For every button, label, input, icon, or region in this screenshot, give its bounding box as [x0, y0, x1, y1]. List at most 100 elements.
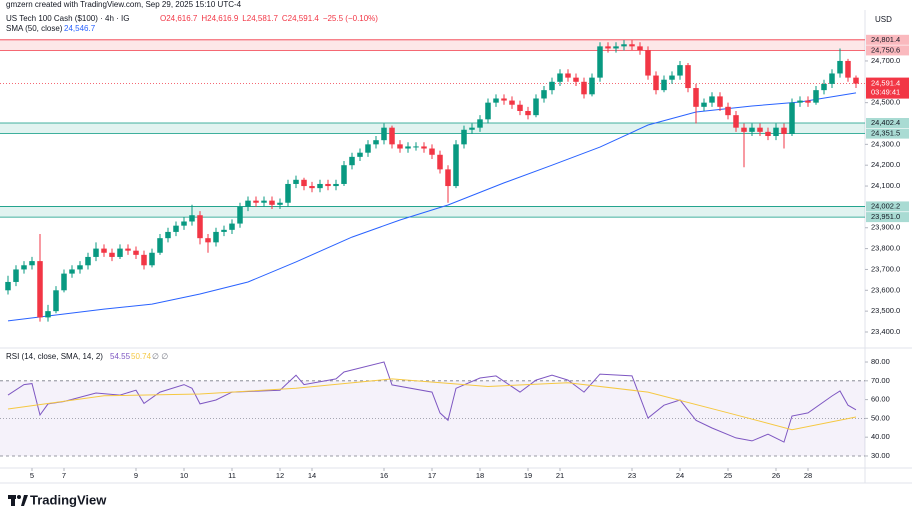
y-tick-label: 30.00 [871, 451, 890, 460]
candle-body [53, 290, 59, 312]
candle-body [581, 81, 587, 95]
x-tick-label: 18 [476, 471, 484, 480]
x-tick-label: 11 [228, 471, 236, 480]
candle-body [77, 265, 83, 270]
candle-body [477, 119, 483, 128]
candle-body [309, 186, 315, 189]
zone-tag [866, 118, 909, 129]
logo-part [17, 495, 21, 499]
y-tick-label: 24,700.0 [871, 56, 900, 65]
ohlc-value: L24,581.7 [242, 14, 278, 23]
candle-body [845, 60, 851, 78]
sma-label: SMA (50, close) [6, 24, 63, 33]
candle-body [709, 96, 715, 103]
candle-body [157, 238, 163, 253]
last-price-tag [866, 77, 909, 99]
x-tick-label: 14 [308, 471, 316, 480]
x-tick-label: 26 [772, 471, 780, 480]
candle-body [605, 46, 611, 49]
zone-tag-label: 24,801.4 [871, 35, 900, 44]
zone-tag-label: 23,951.0 [871, 212, 900, 221]
candle-body [333, 183, 339, 187]
candle-body [117, 248, 123, 257]
x-tick-label: 25 [724, 471, 732, 480]
candle-body [365, 144, 371, 153]
x-tick-label: 28 [804, 471, 812, 480]
candle-body [461, 129, 467, 145]
candle-body [101, 248, 107, 253]
candle-body [637, 46, 643, 51]
candle-body [37, 261, 43, 318]
candle-body [389, 127, 395, 145]
y-tick-label: 23,600.0 [871, 285, 900, 294]
ohlc-legend: O24,616.7 H24,616.9 L24,581.7 C24,591.4 −25.… [160, 14, 378, 23]
candle-body [525, 110, 531, 116]
candle-body [285, 183, 291, 203]
zone-tag [866, 34, 909, 45]
zone-tag [866, 201, 909, 212]
candle-body [781, 127, 787, 134]
rsi-line [7, 361, 857, 443]
y-tick-label: 23,800.0 [871, 244, 900, 253]
candle-body [669, 75, 675, 80]
candle-body [317, 183, 323, 189]
candle-body [677, 65, 683, 76]
x-tick-label: 9 [134, 471, 138, 480]
candle-body [93, 248, 99, 257]
candle-body [253, 200, 259, 203]
candle-body [853, 77, 859, 84]
candle-body [701, 102, 707, 107]
candle-body [165, 231, 171, 239]
y-tick-label: 23,400.0 [871, 327, 900, 336]
candle-body [405, 146, 411, 149]
zone [0, 206, 865, 218]
last-price-label: 24,591.4 [871, 79, 900, 88]
y-tick-label: 24,500.0 [871, 98, 900, 107]
candle-body [797, 100, 803, 103]
candle-body [589, 77, 595, 95]
candle-body [789, 102, 795, 134]
y-tick-label: 23,700.0 [871, 264, 900, 273]
candle-body [693, 88, 699, 107]
candle-body [373, 140, 379, 145]
credit: gmzern created with TradingView.com, Sep… [6, 0, 242, 9]
candle-body [5, 281, 11, 291]
candle-body [109, 252, 115, 257]
candle-body [381, 127, 387, 141]
candle-body [837, 60, 843, 74]
zone-tag-label: 24,402.4 [871, 118, 900, 127]
candle-body [237, 206, 243, 224]
zone-tag [866, 45, 909, 56]
candle-body [349, 156, 355, 166]
zone-tag-label: 24,002.2 [871, 201, 900, 210]
candle-body [613, 46, 619, 49]
candle-body [277, 202, 283, 205]
y-tick-label: 50.00 [871, 413, 890, 422]
rsi-value: 54.55 [110, 352, 131, 361]
candle-body [557, 73, 563, 82]
candle-body [653, 75, 659, 91]
y-tick-label: 23,500.0 [871, 306, 900, 315]
sma-line [7, 92, 857, 322]
sma-value: 24,546.7 [64, 24, 96, 33]
candle-body [269, 200, 275, 205]
zone [0, 123, 865, 134]
ohlc-value: C24,591.4 [282, 14, 319, 23]
candle-body [421, 146, 427, 149]
candle-body [741, 127, 747, 132]
candle-body [517, 104, 523, 111]
y-tick-label: 70.00 [871, 376, 890, 385]
candle-body [429, 148, 435, 155]
candle-body [645, 50, 651, 76]
x-tick-label: 23 [628, 471, 636, 480]
y-tick-label: 24,300.0 [871, 139, 900, 148]
rsi-title: RSI (14, close, SMA, 14, 2) [6, 352, 103, 361]
candle-body [357, 152, 363, 157]
ohlc-value: H24,616.9 [201, 14, 238, 23]
logo: TradingView [30, 492, 107, 507]
candle-body [325, 183, 331, 187]
zone-tag-label: 24,750.6 [871, 45, 900, 54]
x-tick-label: 24 [676, 471, 684, 480]
candle-body [773, 127, 779, 137]
